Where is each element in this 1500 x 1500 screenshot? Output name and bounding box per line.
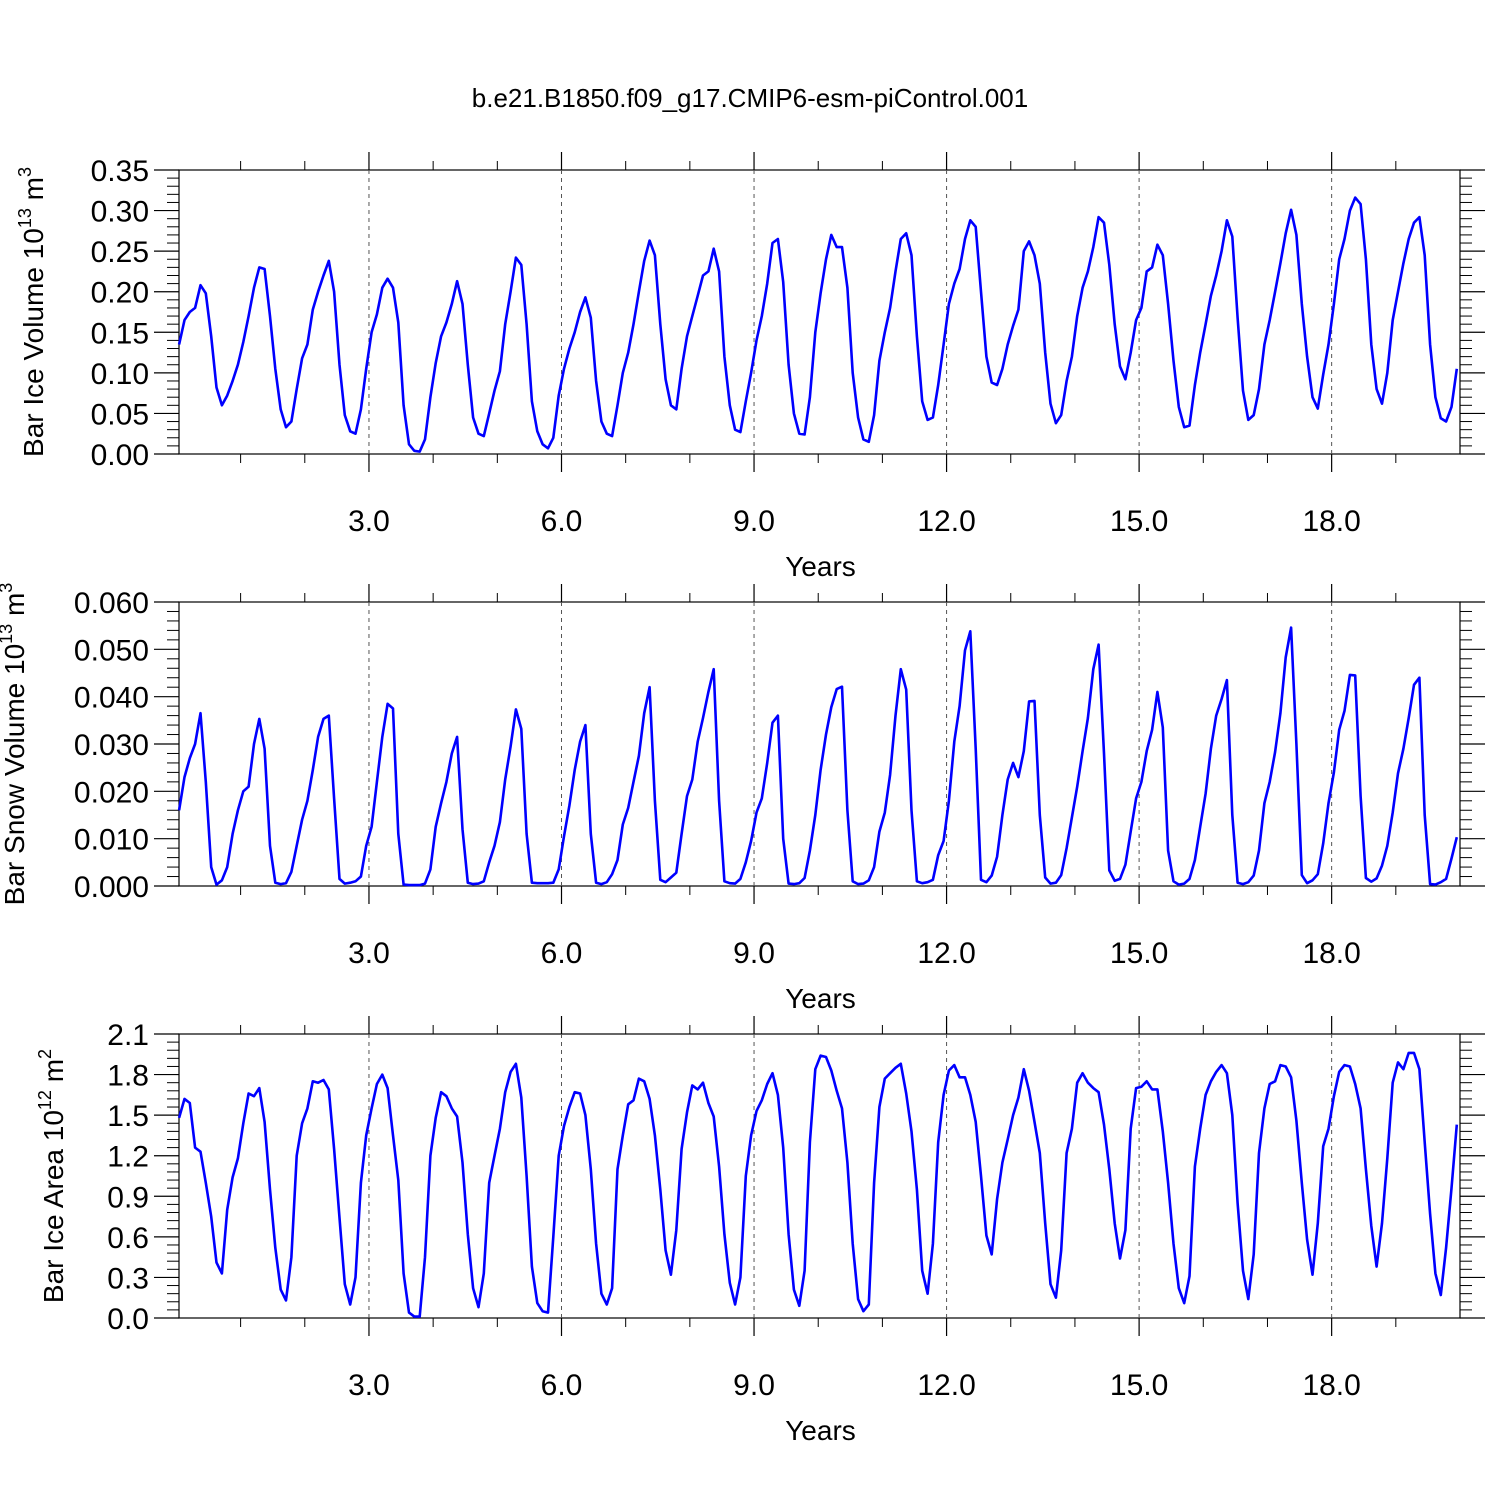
x-tick-label: 6.0	[541, 1369, 583, 1402]
y-tick-label: 0.3	[107, 1262, 149, 1295]
y-axis-label-part: 13	[0, 624, 16, 644]
chart-panel-2: 3.0 6.0 9.0 12.0 15.0 18.0 0.000 0.010 0.020 0.03…	[0, 583, 1485, 1014]
data-series-line	[177, 626, 1459, 887]
y-tick-label: 1.8	[107, 1060, 149, 1093]
x-tick-label: 9.0	[733, 505, 775, 538]
plot-frame	[178, 169, 1461, 455]
y-tick-label: 0.35	[91, 155, 149, 188]
y-axis-label-part: 3	[0, 583, 16, 593]
y-axis-label-part: Bar Ice Volume 10	[18, 228, 49, 457]
x-tick-label: 12.0	[917, 505, 975, 538]
y-tick-label: 0.050	[74, 634, 149, 667]
y-tick-label: 0.9	[107, 1181, 149, 1214]
y-tick-label: 0.0	[107, 1303, 149, 1336]
plot-frame	[178, 601, 1461, 887]
x-axis-label: Years	[785, 1415, 856, 1446]
chart-panel-1: 3.0 6.0 9.0 12.0 15.0 18.0 0.00 0.05 0.10 0.15 0.2…	[15, 152, 1485, 582]
y-tick-label: 1.5	[107, 1100, 149, 1133]
y-axis-label-part: 12	[35, 1090, 55, 1110]
y-tick-label: 0.10	[91, 358, 149, 391]
data-series-line	[177, 1051, 1459, 1318]
x-tick-label: 6.0	[541, 505, 583, 538]
y-tick-label: 0.060	[74, 587, 149, 620]
x-tick-label: 18.0	[1302, 505, 1360, 538]
y-axis-label-part: Bar Ice Area 10	[38, 1110, 69, 1303]
y-tick-label: 0.030	[74, 729, 149, 762]
y-tick-label: 0.040	[74, 682, 149, 715]
x-tick-label: 3.0	[348, 1369, 390, 1402]
y-axis-label-part: 2	[35, 1049, 55, 1059]
x-tick-label: 12.0	[917, 937, 975, 970]
y-tick-label: 0.15	[91, 317, 149, 350]
y-axis-label-part: 3	[15, 167, 35, 177]
x-tick-label: 12.0	[917, 1369, 975, 1402]
y-axis-label: Bar Ice Volume 1013 m3	[15, 167, 49, 457]
x-tick-label: 15.0	[1110, 505, 1168, 538]
y-axis-label-part: m	[18, 177, 49, 208]
y-tick-label: 0.6	[107, 1222, 149, 1255]
y-tick-label: 0.05	[91, 398, 149, 431]
y-axis-label-part: m	[38, 1059, 69, 1090]
y-axis-label-part: Bar Snow Volume 10	[0, 644, 30, 906]
y-tick-label: 1.2	[107, 1141, 149, 1174]
x-tick-label: 9.0	[733, 1369, 775, 1402]
y-tick-label: 0.00	[91, 439, 149, 472]
x-tick-label: 3.0	[348, 505, 390, 538]
x-tick-label: 15.0	[1110, 1369, 1168, 1402]
x-axis-label: Years	[785, 551, 856, 582]
y-tick-label: 0.000	[74, 871, 149, 904]
y-tick-label: 0.010	[74, 824, 149, 857]
chart-title: b.e21.B1850.f09_g17.CMIP6-esm-piControl.…	[472, 83, 1028, 113]
y-axis-label-part: m	[0, 593, 30, 624]
x-tick-label: 9.0	[733, 937, 775, 970]
x-tick-label: 18.0	[1302, 1369, 1360, 1402]
y-tick-label: 0.020	[74, 776, 149, 809]
plot-frame	[178, 1033, 1461, 1319]
y-axis-label: Bar Snow Volume 1013 m3	[0, 583, 30, 906]
x-axis-label: Years	[785, 983, 856, 1014]
x-tick-label: 3.0	[348, 937, 390, 970]
x-tick-label: 6.0	[541, 937, 583, 970]
data-series-line	[177, 196, 1459, 453]
x-tick-label: 18.0	[1302, 937, 1360, 970]
y-tick-label: 0.20	[91, 277, 149, 310]
y-tick-label: 2.1	[107, 1019, 149, 1052]
x-tick-label: 15.0	[1110, 937, 1168, 970]
chart-panel-3: 3.0 6.0 9.0 12.0 15.0 18.0 0.0 0.3 0.6 0.9 1.2 1.5 1…	[35, 1016, 1485, 1446]
y-axis-label: Bar Ice Area 1012 m2	[35, 1049, 69, 1303]
y-axis-label-part: 13	[15, 208, 35, 228]
y-tick-label: 0.25	[91, 236, 149, 269]
y-tick-label: 0.30	[91, 196, 149, 229]
